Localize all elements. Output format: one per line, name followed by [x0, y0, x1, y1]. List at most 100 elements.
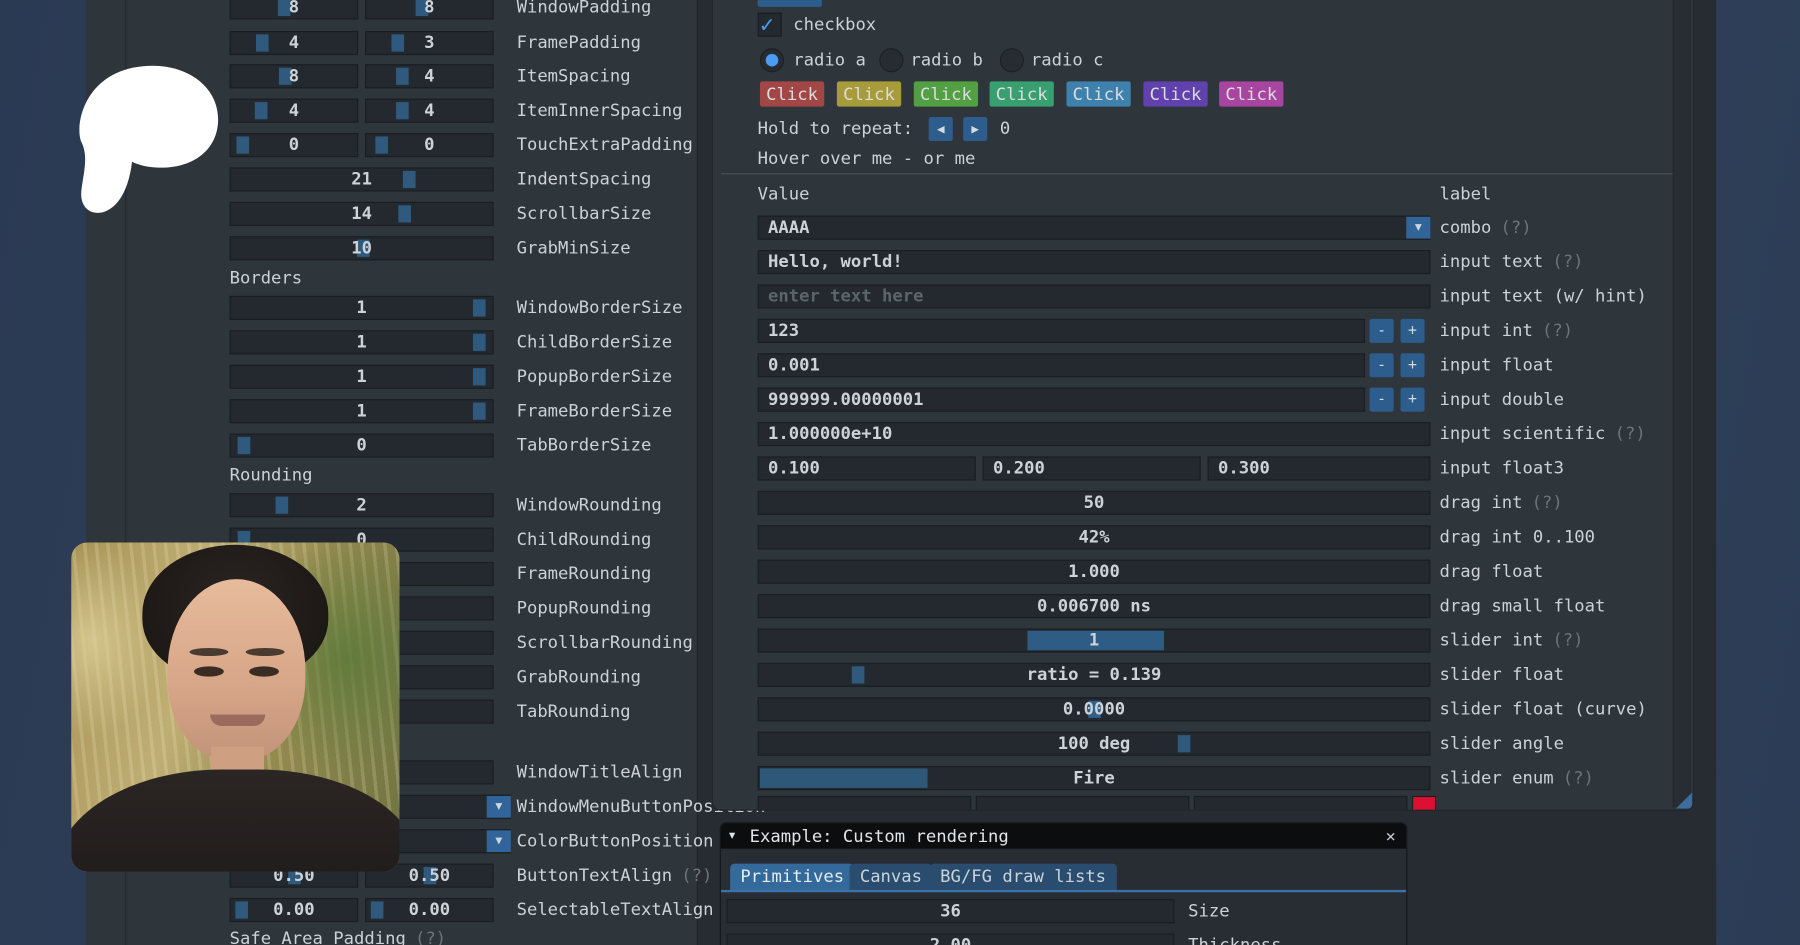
slider-field[interactable]: 0.50 [365, 863, 494, 888]
slider-field[interactable]: 4 [365, 64, 494, 89]
slider-grab[interactable] [370, 901, 384, 919]
click-button-2[interactable]: Click [836, 81, 902, 107]
text-input[interactable]: Hello, world! [757, 250, 1431, 275]
slider-grab[interactable] [472, 299, 486, 317]
slider-field[interactable]: Fire [757, 766, 1431, 791]
slider-field[interactable]: 0.0000 [757, 697, 1431, 722]
slider-field[interactable]: 1 [229, 364, 494, 389]
slider-field[interactable]: 2 [229, 493, 494, 518]
slider-field[interactable]: 4 [365, 98, 494, 123]
decrement-button[interactable]: - [1369, 353, 1394, 378]
drag-field[interactable]: 50 [757, 490, 1431, 515]
slider-grab[interactable] [396, 67, 409, 85]
size-drag-field[interactable]: 36 [726, 899, 1175, 924]
slider-field[interactable]: 1 [757, 628, 1431, 653]
radio-b[interactable] [879, 48, 904, 73]
slider-grab[interactable] [396, 102, 409, 120]
number-input[interactable] [975, 795, 1190, 810]
chevron-down-icon[interactable]: ▼ [486, 830, 511, 853]
click-button-1[interactable]: Click [759, 81, 825, 107]
tab-canvas[interactable]: Canvas [849, 863, 933, 890]
slider-field[interactable]: 8 [229, 0, 359, 20]
slider-grab[interactable] [423, 867, 437, 885]
chevron-down-icon[interactable]: ▼ [486, 795, 511, 818]
slider-field[interactable]: 0.00 [365, 897, 494, 923]
partial-button[interactable] [757, 0, 822, 7]
slider-field[interactable]: 10 [229, 236, 494, 261]
drag-field[interactable]: 1.000 [757, 559, 1431, 584]
slider-field[interactable]: 4 [229, 98, 359, 123]
slider-field[interactable]: 0 [365, 133, 494, 158]
radio-c[interactable] [999, 48, 1024, 73]
slider-grab[interactable] [391, 34, 405, 52]
window-title-bar[interactable]: ▼ Example: Custom rendering × [720, 823, 1407, 849]
vertical-scrollbar[interactable] [1672, 0, 1691, 808]
slider-grab[interactable] [357, 239, 370, 257]
slider-field[interactable]: 100 deg [757, 731, 1431, 756]
combo-field[interactable]: AAAA ▼ [757, 215, 1431, 240]
text-input-with-hint[interactable]: enter text here [757, 284, 1431, 309]
slider-grab[interactable] [1088, 700, 1101, 718]
number-input[interactable]: 0.100 [757, 456, 976, 481]
increment-button[interactable]: + [1400, 353, 1425, 378]
drag-field[interactable]: 42% [757, 525, 1431, 550]
slider-grab[interactable] [402, 170, 416, 189]
slider-grab[interactable] [278, 67, 292, 85]
chevron-down-icon[interactable]: ▼ [1406, 216, 1431, 239]
color-swatch[interactable] [1411, 795, 1437, 810]
click-button-5[interactable]: Click [1066, 81, 1131, 107]
slider-grab[interactable] [398, 205, 411, 223]
slider-field[interactable]: 14 [229, 201, 494, 226]
tab-primitives[interactable]: Primitives [730, 863, 855, 890]
slider-field[interactable]: 21 [229, 167, 494, 192]
tab-bgfg-draw-lists[interactable]: BG/FG draw lists [929, 863, 1117, 890]
number-input[interactable]: 1.000000e+10 [757, 422, 1431, 447]
click-button-6[interactable]: Click [1143, 81, 1208, 107]
slider-field[interactable]: 8 [229, 64, 359, 89]
slider-field[interactable]: 0 [229, 433, 494, 458]
click-button-3[interactable]: Click [913, 81, 979, 107]
slider-grab[interactable] [275, 496, 289, 514]
slider-grab[interactable] [472, 368, 486, 386]
slider-grab[interactable] [254, 102, 268, 120]
decrement-button[interactable]: - [1369, 318, 1394, 343]
thickness-drag-field[interactable]: 2.00 [726, 933, 1175, 945]
slider-grab[interactable] [255, 34, 269, 52]
number-input[interactable]: 123 [757, 318, 1365, 343]
collapse-arrow-icon[interactable]: ▼ [728, 830, 736, 842]
increment-button[interactable]: + [1400, 387, 1425, 412]
arrow-right-button[interactable]: ▶ [963, 116, 988, 142]
slider-field[interactable]: 1 [229, 295, 494, 320]
slider-field[interactable]: 3 [365, 30, 494, 56]
drag-field[interactable]: 0.006700 ns [757, 594, 1431, 619]
slider-grab[interactable] [851, 666, 865, 684]
slider-field[interactable]: 1 [229, 330, 494, 355]
slider-grab[interactable] [472, 402, 486, 420]
slider-grab[interactable] [472, 333, 486, 351]
number-input[interactable]: 999999.00000001 [757, 387, 1365, 412]
radio-a[interactable] [759, 48, 785, 73]
slider-grab[interactable] [415, 0, 429, 17]
resize-grip[interactable] [1676, 792, 1693, 809]
close-icon[interactable]: × [1385, 825, 1396, 847]
slider-field[interactable]: ratio = 0.139 [757, 662, 1431, 687]
checkbox[interactable]: ✓ [757, 10, 782, 38]
hover-tooltip-label[interactable]: Hover over me - or me [757, 147, 976, 169]
slider-field[interactable]: 0.00 [229, 897, 359, 923]
number-input[interactable] [757, 795, 972, 810]
number-input[interactable]: 0.200 [982, 456, 1201, 481]
click-button-4[interactable]: Click [989, 81, 1054, 107]
slider-grab[interactable] [235, 901, 248, 919]
number-input[interactable]: 0.300 [1207, 456, 1431, 481]
slider-grab[interactable] [1177, 735, 1191, 753]
slider-field[interactable]: 1 [229, 399, 494, 424]
slider-grab[interactable] [1027, 630, 1165, 651]
slider-field[interactable]: 4 [229, 30, 359, 56]
slider-grab[interactable] [237, 436, 251, 455]
slider-grab[interactable] [236, 136, 250, 154]
number-input[interactable] [1193, 795, 1408, 810]
slider-grab[interactable] [277, 0, 291, 17]
arrow-left-button[interactable]: ◀ [928, 116, 953, 142]
decrement-button[interactable]: - [1369, 387, 1394, 412]
increment-button[interactable]: + [1400, 318, 1425, 343]
